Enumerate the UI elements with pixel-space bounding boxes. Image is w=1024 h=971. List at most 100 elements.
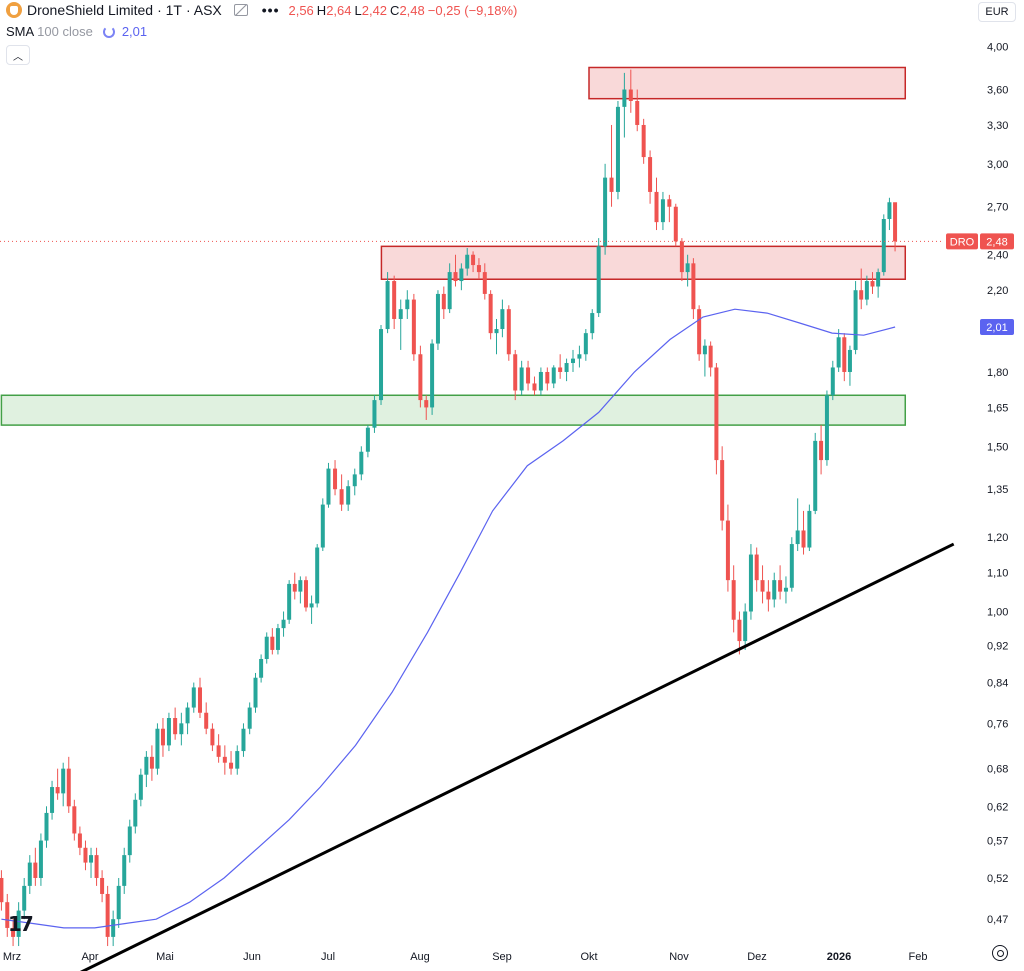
- candle-body: [564, 363, 569, 372]
- candle-body: [819, 440, 824, 461]
- candle-body: [731, 580, 736, 620]
- y-tick-label: 4,00: [987, 42, 1008, 54]
- candle-body: [204, 712, 209, 729]
- loading-icon: [102, 25, 115, 38]
- y-tick-label: 3,00: [987, 159, 1008, 171]
- candle-body: [795, 530, 800, 545]
- candle-body: [105, 893, 110, 937]
- candle-body: [538, 371, 543, 391]
- candle-body: [144, 756, 149, 775]
- candle-body: [166, 718, 171, 746]
- candle-body: [807, 510, 812, 548]
- collapse-legend-button[interactable]: ︿: [6, 45, 30, 65]
- candle-body: [471, 254, 476, 266]
- symbol-tag-text: DRO: [950, 236, 975, 248]
- candle-body: [392, 281, 397, 319]
- candle-body: [789, 544, 794, 588]
- candle-body: [430, 343, 435, 408]
- candle-body: [55, 787, 60, 794]
- candle-body: [33, 862, 38, 878]
- candles-layer: [0, 69, 898, 947]
- resistance-zone: [588, 66, 907, 100]
- candle-body: [281, 619, 286, 629]
- candle-body: [500, 309, 505, 330]
- candle-body: [405, 299, 410, 310]
- symbol-name[interactable]: DroneShield Limited: [27, 2, 154, 18]
- candle-body: [685, 263, 690, 273]
- candle-body: [697, 309, 702, 355]
- candle-body: [836, 337, 841, 368]
- candle-body: [519, 367, 524, 391]
- candle-body: [138, 774, 143, 800]
- y-tick-label: 1,00: [987, 607, 1008, 619]
- candle-body: [264, 636, 269, 659]
- candle-body: [842, 337, 847, 372]
- candle-body: [441, 293, 446, 310]
- candle-body: [801, 530, 806, 548]
- ohlc-close-value: 2,48: [399, 2, 425, 18]
- candle-body: [482, 272, 487, 294]
- interval-label[interactable]: · 1T: [157, 2, 182, 18]
- currency-button[interactable]: EUR: [978, 2, 1016, 22]
- candle-body: [122, 855, 127, 886]
- candle-body: [772, 580, 777, 600]
- candle-body: [702, 345, 707, 355]
- price-axis[interactable]: 4,00 3,60 3,30 3,00 2,70 2,40 2,20 1,80 1,65 1,50…: [987, 42, 1008, 927]
- candle-body: [551, 367, 556, 384]
- tradingview-logo-icon[interactable]: 17: [8, 912, 34, 936]
- company-logo-icon: [6, 2, 22, 18]
- last-price-tag: [980, 233, 1014, 250]
- candle-body: [173, 718, 178, 735]
- candle-body: [241, 728, 246, 752]
- y-tick-label: 3,30: [987, 120, 1008, 132]
- y-tick-label: 0,68: [987, 764, 1008, 776]
- gear-icon[interactable]: [992, 945, 1008, 961]
- candle-body: [748, 554, 753, 612]
- candle-body: [813, 440, 818, 511]
- candle-body: [149, 756, 154, 769]
- x-tick-label: Jul: [321, 951, 335, 963]
- sma-name[interactable]: SMA: [6, 24, 35, 39]
- candle-body: [893, 202, 898, 242]
- candle-body: [876, 272, 881, 287]
- x-tick-label: Mai: [156, 951, 174, 963]
- symbol-legend[interactable]: DroneShield Limited · 1T · ASX ••• 2,56 …: [6, 2, 517, 18]
- candle-body: [210, 728, 215, 746]
- candle-body: [476, 265, 481, 273]
- y-tick-label: 2,20: [987, 285, 1008, 297]
- candle-body: [0, 877, 4, 903]
- candle-body: [459, 268, 464, 282]
- x-tick-label: Nov: [669, 951, 689, 963]
- candle-body: [275, 628, 280, 650]
- candle-body: [635, 100, 640, 125]
- y-tick-label: 0,62: [987, 801, 1008, 813]
- candle-body: [27, 862, 32, 886]
- more-options-icon[interactable]: •••: [261, 2, 280, 18]
- candle-body: [453, 272, 458, 282]
- sma-legend[interactable]: SMA 100 close 2,01: [6, 24, 147, 39]
- candle-body: [89, 855, 94, 863]
- candle-body: [622, 89, 627, 107]
- y-tick-label: 1,65: [987, 402, 1008, 414]
- compare-icon[interactable]: [233, 4, 248, 16]
- candle-body: [864, 281, 869, 300]
- x-tick-label: Sep: [492, 951, 512, 963]
- candle-body: [545, 371, 550, 384]
- candle-body: [583, 333, 588, 355]
- candle-body: [641, 124, 646, 158]
- candle-body: [737, 619, 742, 642]
- time-axis[interactable]: Mrz Apr Mai Jun Jul Aug Sep Okt Nov Dez 2026 Feb: [3, 951, 928, 963]
- y-tick-label: 1,50: [987, 441, 1008, 453]
- candle-body: [116, 885, 121, 920]
- x-tick-label: Feb: [909, 951, 928, 963]
- candle-body: [881, 219, 886, 273]
- candle-body: [379, 329, 384, 401]
- candle-body: [320, 504, 325, 548]
- candle-body: [418, 354, 423, 401]
- candle-body: [235, 751, 240, 769]
- candle-body: [346, 486, 351, 505]
- candle-body: [66, 768, 71, 807]
- price-labels: DRO 2,48 2,01: [0, 233, 1014, 336]
- y-tick-label: 0,84: [987, 678, 1008, 690]
